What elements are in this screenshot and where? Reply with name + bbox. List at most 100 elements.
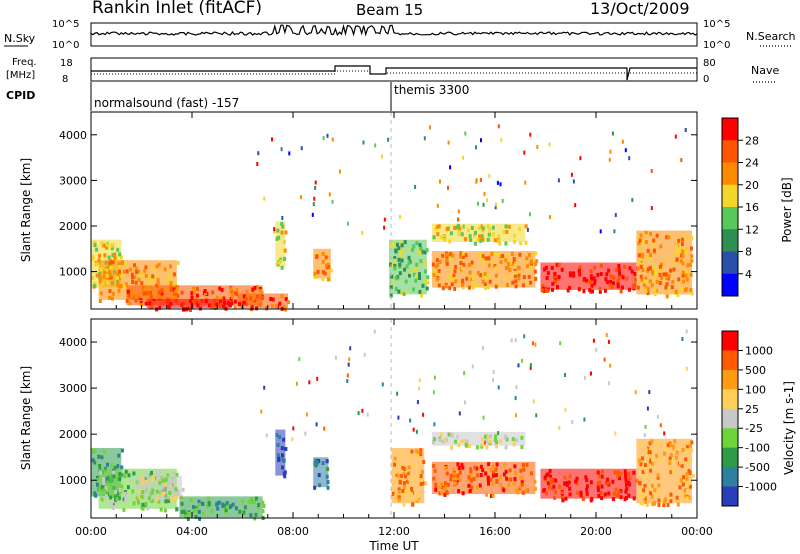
echo-speck [488, 174, 491, 178]
echo-cell [440, 491, 444, 496]
echo-cell [499, 439, 503, 443]
echo-cell [616, 474, 620, 478]
echo-cell [489, 477, 493, 482]
echo-cell [460, 232, 464, 237]
echo-cell [452, 467, 456, 472]
echo-cell [589, 274, 593, 279]
echo-cell [109, 266, 113, 270]
echo-cell [389, 293, 393, 298]
echo-cell [118, 472, 122, 477]
echo-cell [644, 230, 648, 235]
echo-cell [233, 290, 237, 295]
echo-speck [346, 221, 349, 226]
echo-cell [254, 496, 258, 501]
echo-cell [470, 260, 474, 265]
echo-speck [415, 429, 418, 434]
echo-speck [584, 375, 586, 380]
echo-cell [687, 495, 691, 500]
echo-cell [235, 288, 239, 292]
echo-cell [399, 452, 403, 457]
echo-cell [445, 437, 448, 442]
echo-speck [423, 136, 426, 141]
echo-speck [412, 427, 415, 432]
echo-cell [96, 482, 99, 487]
colorbar-swatch [722, 331, 738, 351]
echo-cell [419, 452, 423, 457]
echo-speck [475, 145, 477, 150]
echo-cell [557, 275, 561, 279]
echo-cell [497, 234, 501, 239]
echo-cell [467, 228, 470, 233]
echo-cell [650, 462, 654, 466]
echo-cell [261, 295, 264, 300]
echo-cell [658, 264, 662, 269]
echo-cell [250, 500, 254, 505]
echo-speck [456, 434, 459, 439]
echo-cell [467, 475, 471, 480]
echo-cell [637, 235, 641, 240]
echo-cell [479, 473, 483, 477]
echo-cell [529, 471, 533, 476]
echo-cell [411, 502, 415, 507]
echo-cell [534, 276, 538, 281]
echo-cell [149, 290, 153, 295]
echo-cell [390, 241, 394, 246]
echo-cell [475, 466, 479, 471]
echo-cell [329, 268, 333, 273]
echo-cell [414, 463, 417, 468]
echo-speck [373, 329, 376, 334]
echo-cell [686, 269, 690, 274]
echo-cell [646, 248, 650, 253]
echo-cell [120, 260, 124, 265]
echo-cell [394, 276, 398, 281]
echo-cell [690, 246, 693, 251]
colorbar-swatch [722, 273, 738, 297]
echo-cell [117, 288, 121, 293]
echo-cell [422, 460, 426, 464]
echo-cell [281, 224, 285, 229]
echo-cell [111, 296, 114, 301]
echo-cell [494, 434, 498, 439]
echo-cell [93, 281, 97, 286]
echo-cell [690, 258, 694, 263]
echo-cell [445, 258, 449, 263]
echo-speck [614, 431, 617, 436]
echo-cell [106, 476, 109, 481]
echo-speck [514, 396, 517, 401]
echo-cell [508, 268, 512, 273]
echo-cell [151, 488, 155, 493]
echo-speck [515, 385, 518, 390]
echo-cell [483, 271, 487, 276]
echo-cell [514, 279, 518, 284]
echo-cell [118, 252, 122, 257]
echo-cell [440, 235, 444, 240]
echo-cell [520, 435, 524, 440]
echo-cell [591, 289, 594, 294]
echo-cell [262, 504, 266, 508]
echo-cell [278, 435, 281, 440]
echo-cell [122, 497, 126, 502]
cpid-themis: themis 3300 [394, 83, 469, 97]
echo-cell [151, 266, 155, 271]
echo-cell [671, 260, 675, 265]
echo-cell [598, 286, 602, 291]
echo-speck [462, 155, 465, 160]
echo-cell [505, 476, 509, 481]
echo-cell [253, 500, 257, 505]
echo-cell [590, 276, 593, 281]
echo-cell [142, 291, 146, 296]
echo-cell [646, 291, 650, 296]
echo-cell [453, 286, 457, 291]
echo-cell [471, 285, 475, 290]
echo-cell [455, 476, 459, 481]
echo-speck [496, 180, 499, 185]
echo-cell [275, 433, 279, 438]
echo-cell [619, 488, 623, 493]
echo-cell [418, 243, 422, 248]
echo-cell [454, 439, 458, 444]
echo-cell [436, 232, 440, 237]
x-tick-label: 12:00 [378, 525, 410, 538]
echo-cell [137, 500, 141, 505]
echo-cell [240, 499, 244, 504]
echo-speck [397, 415, 400, 420]
